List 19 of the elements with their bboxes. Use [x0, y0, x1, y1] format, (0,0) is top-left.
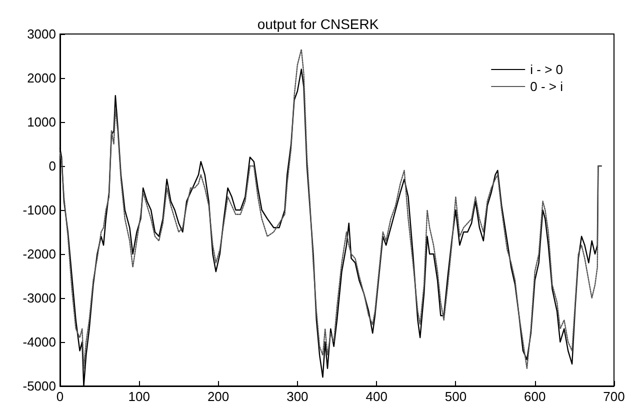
x-tick-label: 300: [286, 389, 308, 404]
y-tick-label: -4000: [22, 334, 56, 350]
y-tick-label: 2000: [27, 70, 56, 86]
x-tick-label: 700: [603, 389, 625, 404]
legend-label: i - > 0: [530, 62, 563, 77]
x-tick-label: 100: [128, 389, 150, 404]
legend-label: 0 - > i: [530, 79, 564, 94]
x-tick-label: 500: [444, 389, 467, 404]
y-tick-label: 1000: [27, 114, 56, 130]
y-tick-label: -3000: [22, 290, 56, 306]
y-tick-label: -2000: [22, 246, 56, 262]
x-tick-label: 200: [207, 389, 230, 404]
y-tick-label: 0: [48, 158, 56, 174]
y-tick-label: -1000: [22, 202, 56, 218]
chart-title: output for CNSERK: [257, 16, 380, 32]
y-tick-label: 3000: [27, 26, 56, 42]
x-tick-label: 600: [524, 389, 546, 404]
y-tick-label: -5000: [22, 378, 56, 394]
x-tick-label: 400: [366, 389, 388, 404]
